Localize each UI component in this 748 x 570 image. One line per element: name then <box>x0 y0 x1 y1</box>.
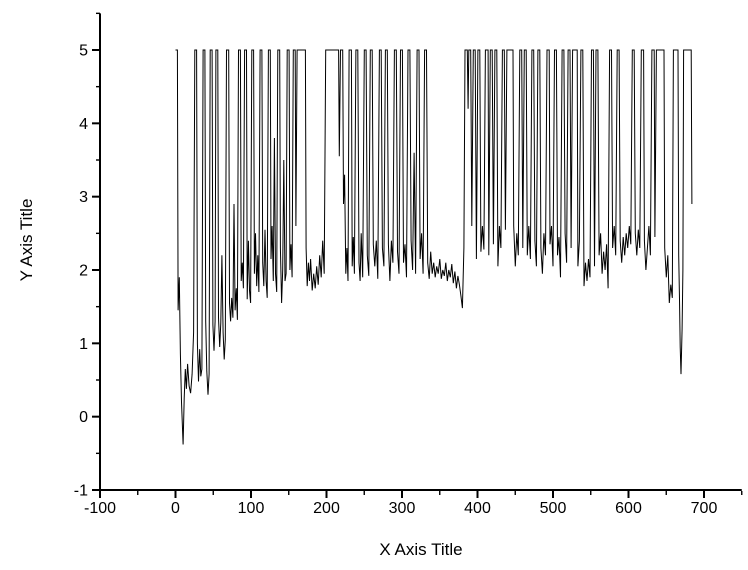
x-tick-label: 600 <box>615 500 642 517</box>
x-tick-label: -100 <box>84 500 116 517</box>
x-tick-label: 400 <box>464 500 491 517</box>
x-tick-label: 700 <box>691 500 718 517</box>
y-axis-title: Y Axis Title <box>17 198 36 282</box>
x-tick-label: 500 <box>540 500 567 517</box>
y-tick-label: 5 <box>79 43 88 60</box>
y-tick-label: -1 <box>74 483 88 500</box>
y-tick-label: 0 <box>79 409 88 426</box>
y-tick-label: 3 <box>79 189 88 206</box>
x-axis-title: X Axis Title <box>379 540 463 559</box>
data-series-line <box>175 49 693 445</box>
x-tick-label: 0 <box>171 500 180 517</box>
x-tick-label: 200 <box>313 500 340 517</box>
x-tick-label: 100 <box>238 500 265 517</box>
y-tick-label: 4 <box>79 116 88 133</box>
x-tick-label: 300 <box>389 500 416 517</box>
y-tick-label: 1 <box>79 336 88 353</box>
y-tick-label: 2 <box>79 263 88 280</box>
